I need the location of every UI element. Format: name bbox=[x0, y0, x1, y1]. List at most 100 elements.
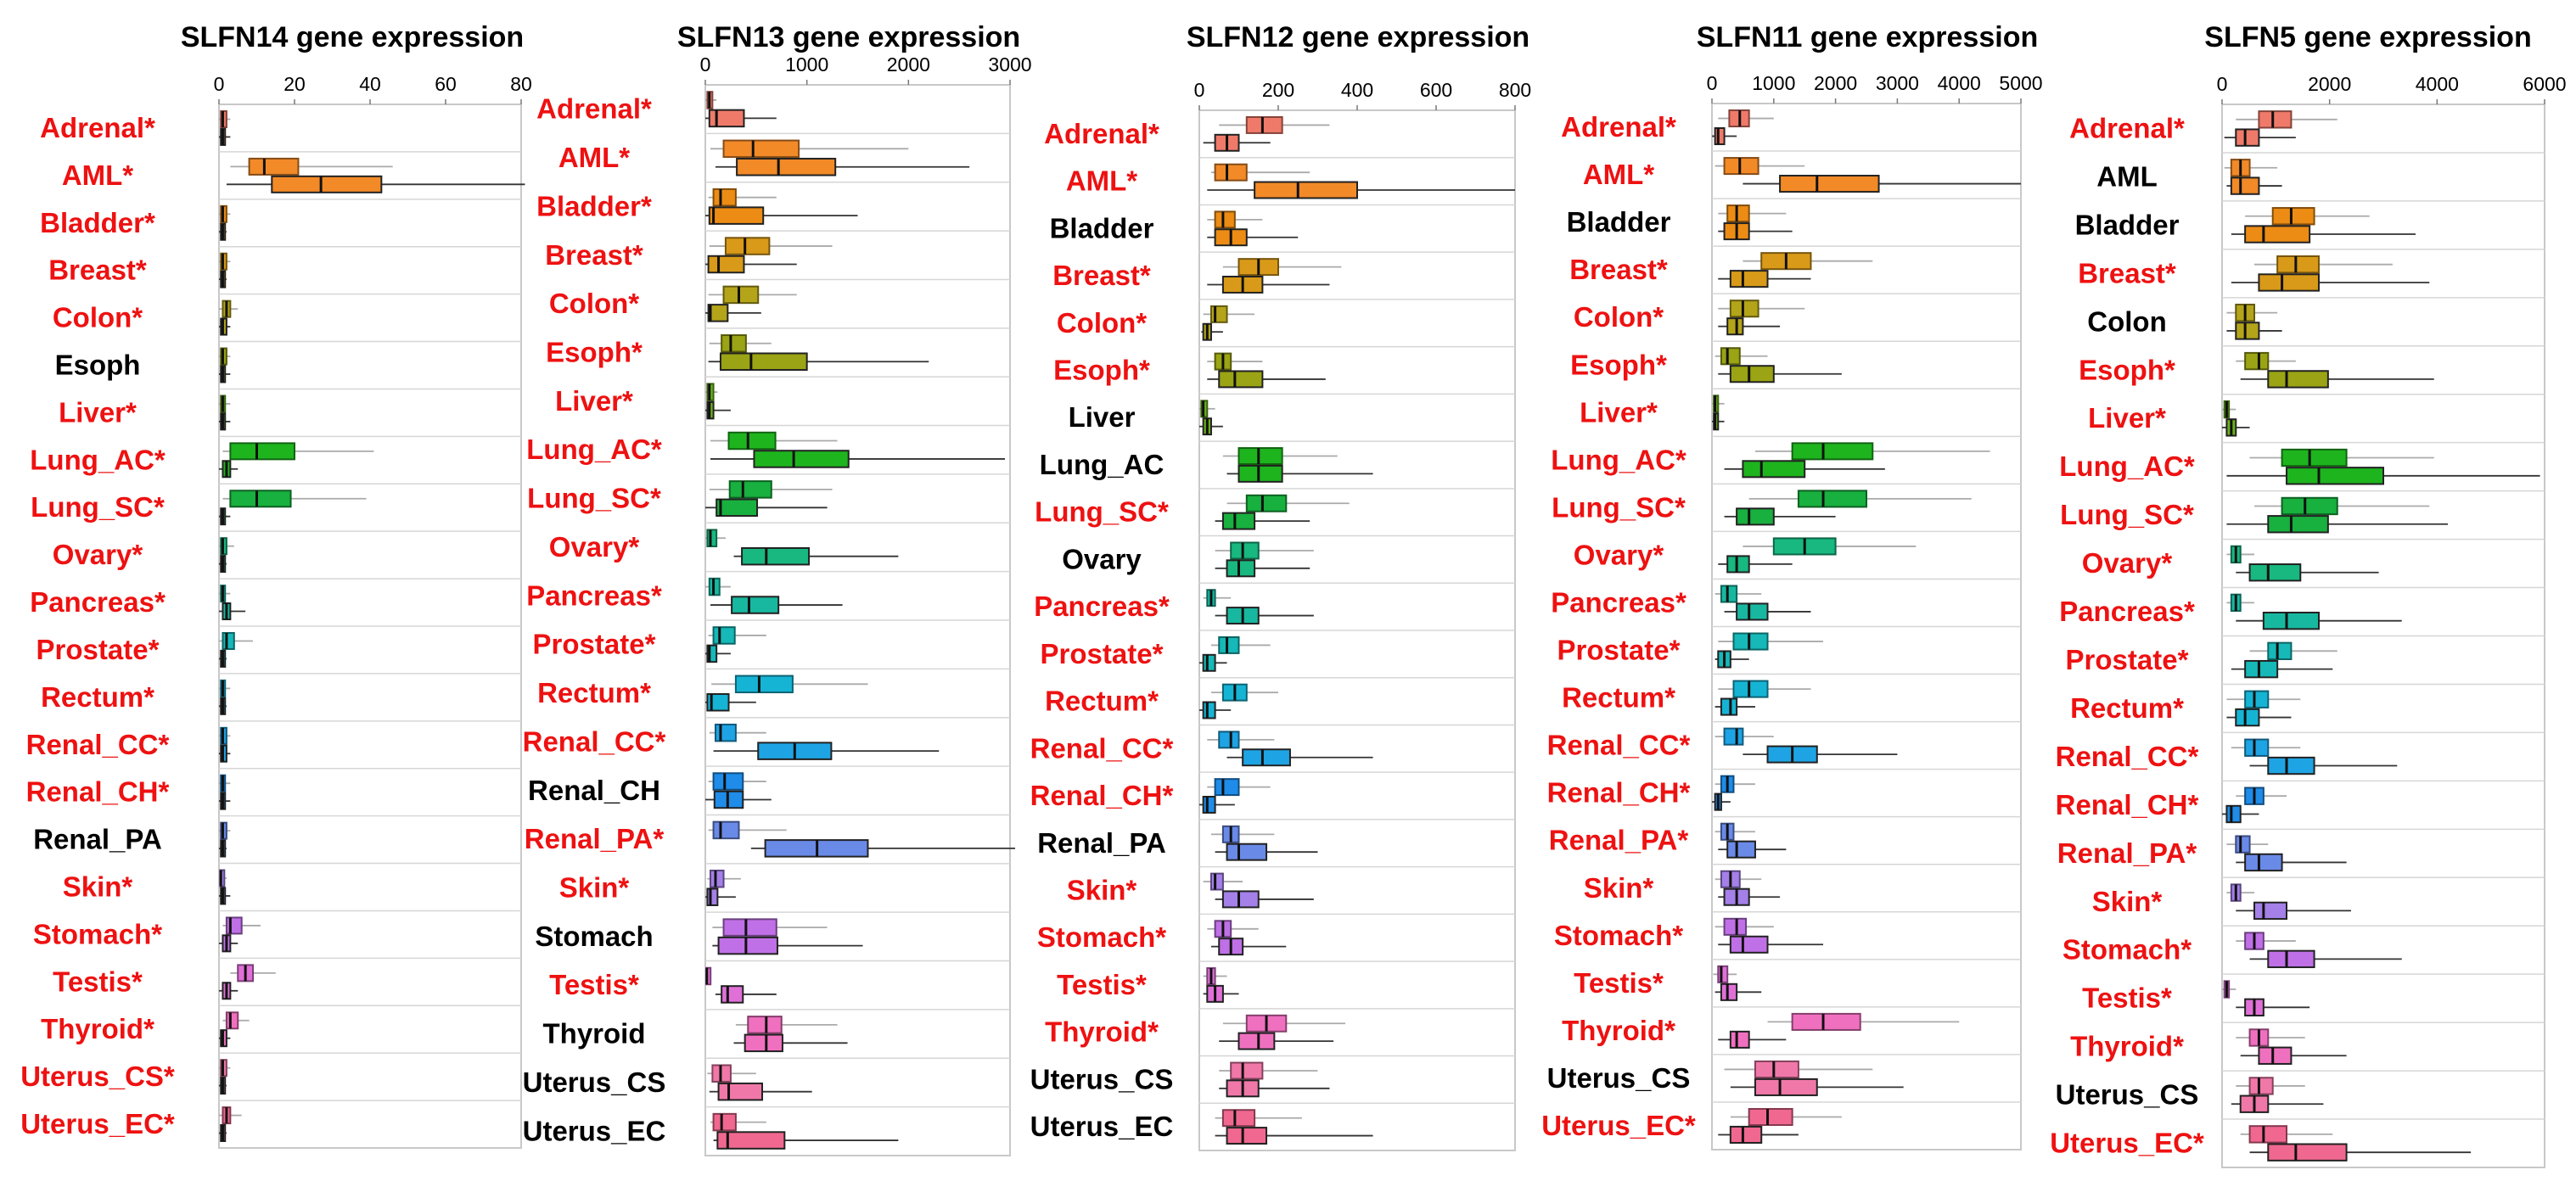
row-lung_sc: Lung_SC* bbox=[527, 473, 1010, 518]
box-upper bbox=[2236, 351, 2296, 371]
box-upper bbox=[2226, 835, 2269, 854]
iqr-box bbox=[722, 918, 777, 937]
box-lower bbox=[708, 352, 929, 371]
box-lower bbox=[219, 507, 231, 526]
box-lower bbox=[1215, 607, 1314, 625]
iqr-box bbox=[706, 887, 719, 906]
row-stomach: Stomach* bbox=[1554, 911, 2021, 954]
box-upper bbox=[1718, 632, 1824, 651]
box-upper bbox=[710, 431, 838, 451]
box-lower bbox=[2222, 418, 2250, 437]
row-bladder: Bladder bbox=[1567, 198, 2021, 241]
box-lower bbox=[2236, 901, 2351, 921]
tissue-label: Stomach* bbox=[2062, 934, 2192, 966]
iqr-box bbox=[712, 820, 740, 840]
row-renal_cc: Renal_CC* bbox=[2056, 731, 2545, 775]
iqr-box bbox=[1230, 1061, 1264, 1080]
box-upper bbox=[219, 821, 231, 840]
iqr-box bbox=[728, 480, 772, 499]
iqr-box bbox=[1214, 210, 1236, 229]
iqr-box bbox=[1729, 300, 1759, 318]
box-upper bbox=[708, 772, 766, 791]
box-lower bbox=[2240, 370, 2434, 389]
tissue-label: Rectum* bbox=[41, 681, 154, 713]
row-liver: Liver* bbox=[2088, 393, 2545, 437]
tissue-label: Renal_CC* bbox=[1030, 732, 1174, 764]
box-lower bbox=[2231, 273, 2430, 292]
row-rectum: Rectum* bbox=[1045, 676, 1515, 719]
tissue-label: Adrenal* bbox=[1561, 111, 1676, 143]
tissue-label: Thyroid* bbox=[2070, 1031, 2184, 1062]
iqr-box bbox=[1214, 163, 1248, 182]
row-colon: Colon* bbox=[1574, 293, 2021, 336]
iqr-box bbox=[717, 1082, 764, 1101]
box-lower bbox=[1215, 890, 1314, 909]
row-esoph: Esoph* bbox=[1053, 345, 1515, 389]
tissue-label: AML* bbox=[558, 142, 630, 173]
row-uterus_cs: Uterus_CS bbox=[1030, 1055, 1515, 1098]
box-upper bbox=[707, 870, 741, 888]
box-upper bbox=[711, 675, 868, 694]
box-lower bbox=[219, 1077, 227, 1095]
iqr-box bbox=[1218, 370, 1264, 389]
row-thyroid: Thyroid* bbox=[1045, 1008, 1515, 1050]
tissue-label: Lung_AC* bbox=[30, 444, 166, 475]
tissue-label: Renal_PA* bbox=[525, 823, 665, 854]
x-tick-label: 800 bbox=[1499, 79, 1531, 101]
x-tick-label: 400 bbox=[1341, 79, 1373, 101]
box-lower bbox=[1199, 417, 1223, 436]
row-ovary: Ovary* bbox=[1574, 530, 2021, 574]
iqr-box bbox=[1230, 541, 1260, 560]
box-upper bbox=[1210, 163, 1310, 182]
tissue-label: Prostate* bbox=[533, 629, 656, 660]
tissue-label: Liver* bbox=[59, 396, 137, 428]
box-lower bbox=[2226, 176, 2282, 195]
iqr-box bbox=[1791, 1012, 1861, 1031]
x-tick-label: 2000 bbox=[1814, 72, 1857, 94]
box-upper bbox=[2231, 738, 2301, 757]
tissue-label: Uterus_CS* bbox=[20, 1061, 175, 1092]
chart-title: SLFN11 gene expression bbox=[1697, 21, 2039, 53]
iqr-box bbox=[1720, 982, 1738, 1001]
box-lower bbox=[709, 1082, 812, 1101]
box-lower bbox=[1724, 602, 1811, 621]
row-adrenal: Adrenal* bbox=[1044, 115, 1330, 152]
iqr-box bbox=[1729, 1030, 1750, 1049]
box-lower bbox=[2240, 1046, 2347, 1065]
tissue-label: Colon* bbox=[1574, 301, 1664, 333]
box-lower bbox=[2231, 225, 2416, 244]
tissue-label: Skin* bbox=[559, 872, 630, 904]
iqr-box bbox=[724, 237, 771, 255]
box-lower bbox=[750, 839, 1015, 858]
row-uterus_cs: Uterus_CS bbox=[2056, 1070, 2545, 1113]
box-upper bbox=[735, 1016, 838, 1034]
box-lower bbox=[1215, 1127, 1373, 1145]
row-thyroid: Thyroid* bbox=[1562, 1006, 2021, 1049]
row-ovary: Ovary* bbox=[2082, 538, 2545, 582]
panel-5: SLFN5 gene expression 0 2000 4000 6000 Adrena… bbox=[2050, 21, 2567, 1168]
box-lower bbox=[705, 109, 777, 128]
tissue-label: Testis* bbox=[1057, 969, 1147, 1000]
box-upper bbox=[2224, 159, 2278, 177]
box-upper bbox=[2226, 690, 2301, 708]
chart-title: SLFN14 gene expression bbox=[181, 21, 524, 53]
x-tick-label: 60 bbox=[435, 73, 457, 95]
row-prostate: Prostate* bbox=[1557, 625, 2021, 669]
iqr-box bbox=[1729, 935, 1769, 954]
iqr-box bbox=[722, 139, 800, 159]
iqr-box bbox=[248, 157, 300, 176]
iqr-box bbox=[712, 188, 737, 207]
tissue-label: Uterus_EC* bbox=[2050, 1128, 2204, 1159]
row-renal_ch: Renal_CH* bbox=[1547, 768, 2021, 811]
tissue-label: Renal_CC* bbox=[523, 725, 666, 757]
iqr-box bbox=[229, 442, 296, 461]
row-renal_cc: Renal_CC* bbox=[523, 716, 1010, 760]
iqr-box bbox=[1245, 115, 1283, 134]
box-upper bbox=[1210, 825, 1275, 843]
tissue-label: Pancreas* bbox=[2059, 596, 2195, 627]
row-bladder: Bladder bbox=[2075, 200, 2545, 244]
box-upper bbox=[219, 726, 231, 745]
box-lower bbox=[1712, 126, 1737, 146]
iqr-box bbox=[2248, 563, 2302, 582]
